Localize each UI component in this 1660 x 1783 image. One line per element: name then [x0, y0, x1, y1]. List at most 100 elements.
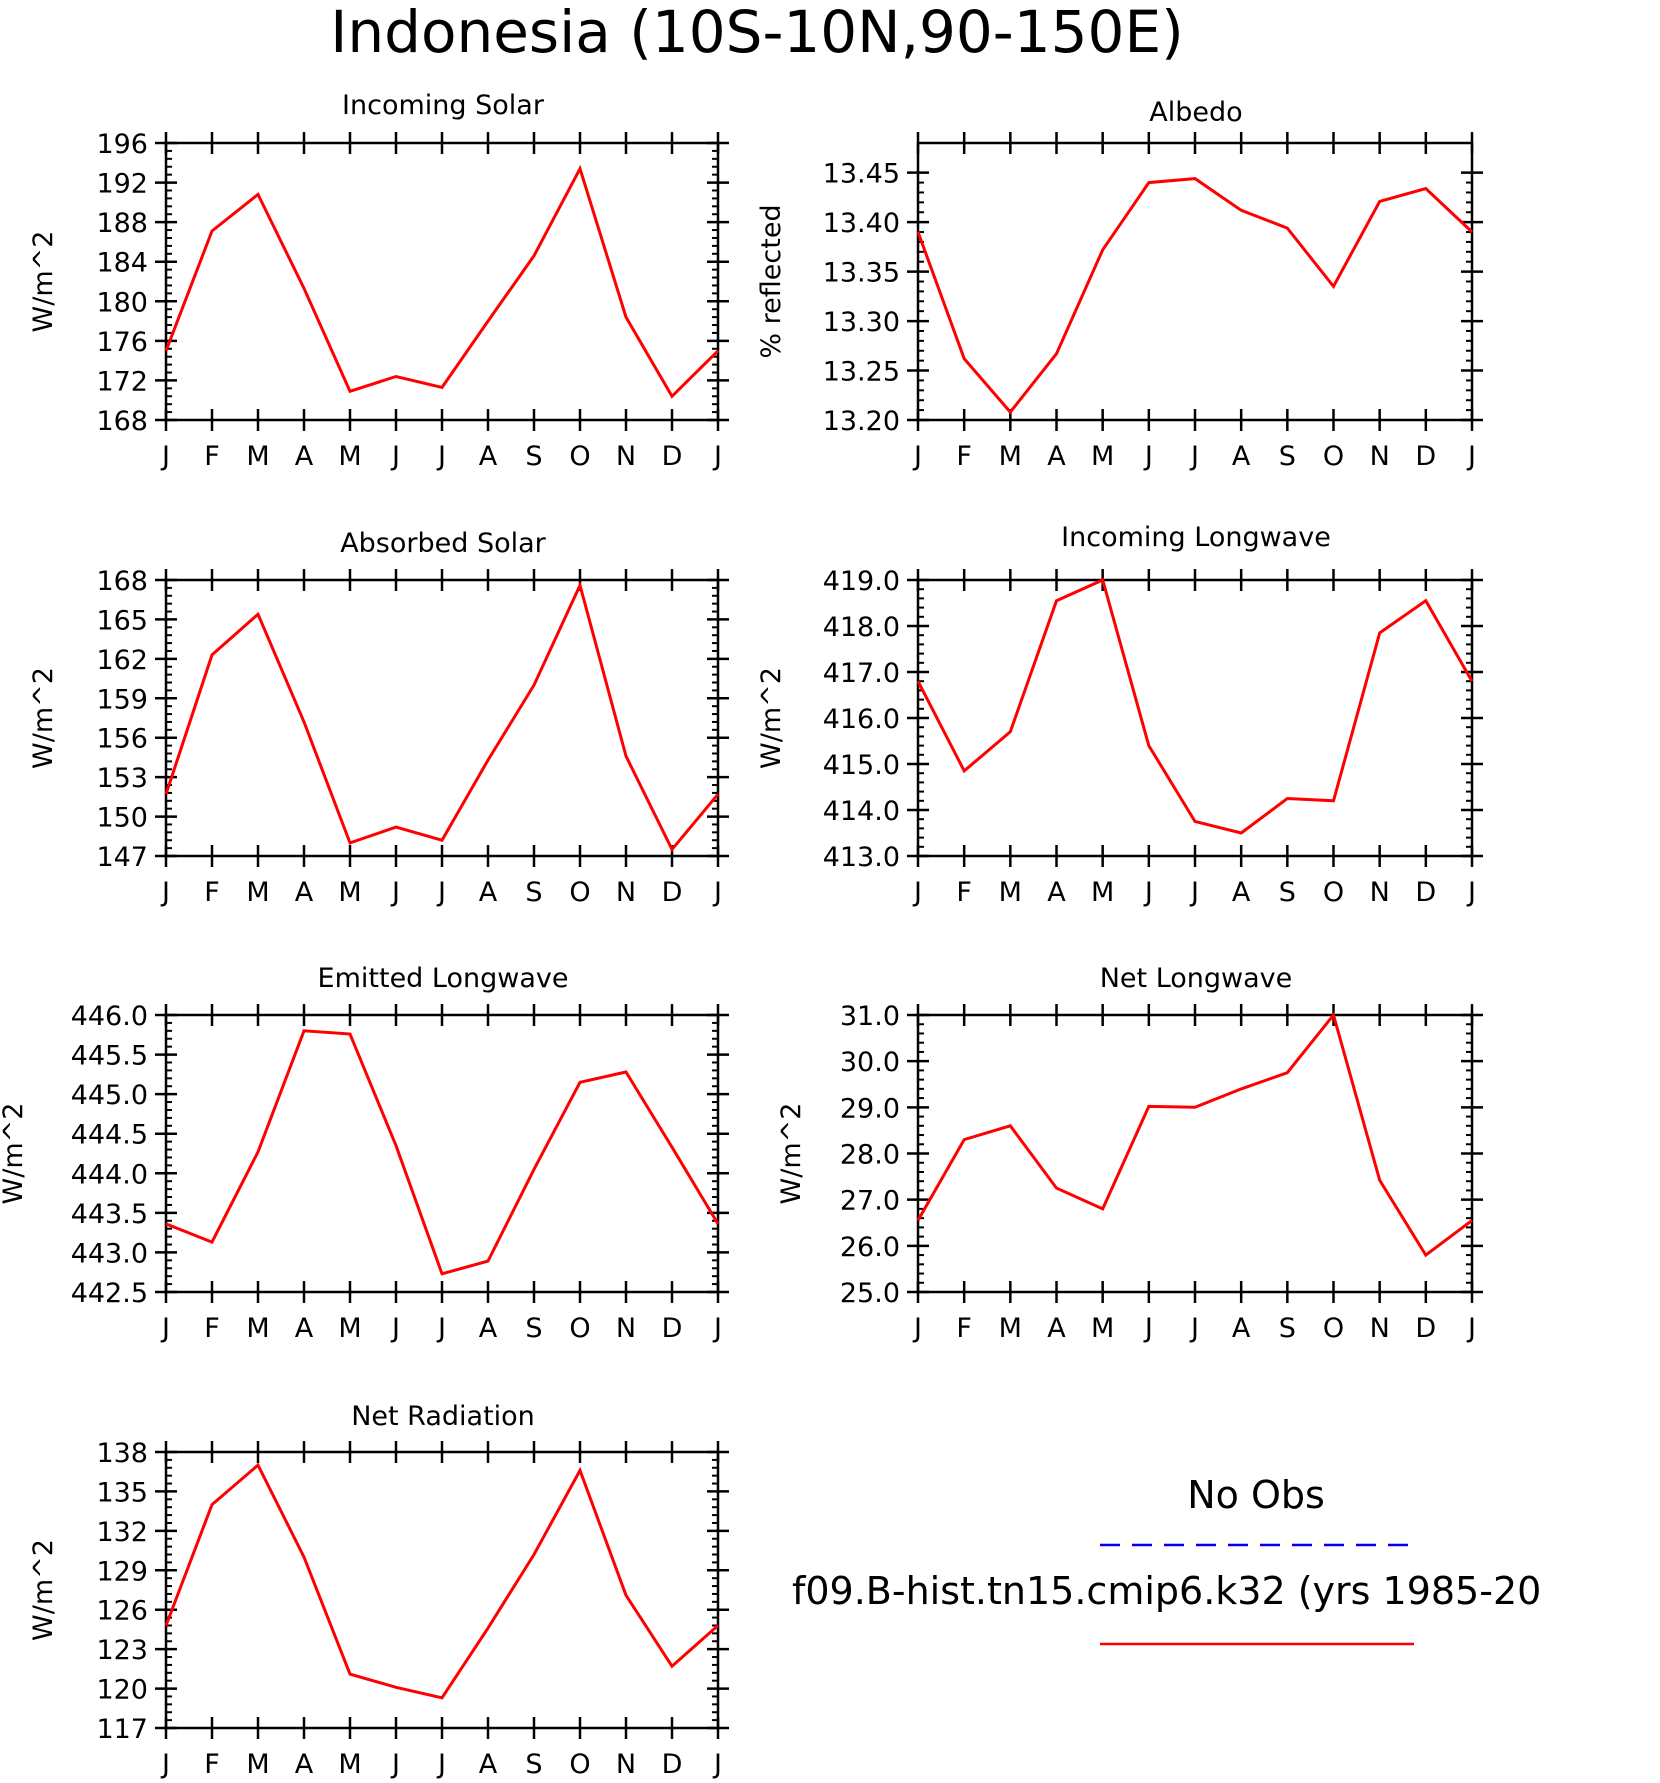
y-tick-label: 126 — [96, 1596, 148, 1627]
y-tick-label: 13.40 — [823, 208, 900, 239]
x-tick-label: F — [204, 441, 220, 472]
x-tick-label: O — [1323, 1313, 1344, 1344]
chart-incoming-solar: J F M A M J J A S O N D J168172176180184188192196Inc… — [28, 90, 729, 472]
y-tick-label: 26.0 — [840, 1232, 900, 1263]
y-tick-label: 188 — [96, 208, 148, 239]
y-tick-label: 168 — [96, 566, 148, 597]
x-tick-label: O — [1323, 877, 1344, 908]
x-tick-label: J — [436, 1749, 446, 1780]
x-tick-label: J — [712, 877, 722, 908]
x-tick-label: F — [956, 877, 972, 908]
y-tick-label: 184 — [96, 248, 148, 279]
x-tick-label: D — [1415, 877, 1436, 908]
x-tick-label: J — [436, 1313, 446, 1344]
x-tick-label: M — [246, 1313, 269, 1344]
chart-panels: J F M A M J J A S O N D J168172176180184188192196Inc… — [0, 90, 1483, 1780]
x-tick-label: N — [1370, 441, 1390, 472]
legend: No Obs f09.B-hist.tn15.cmip6.k32 (yrs 19… — [792, 1473, 1541, 1646]
y-tick-label: 413.0 — [823, 842, 900, 873]
y-tick-label: 13.25 — [823, 357, 900, 388]
y-tick-label: 419.0 — [823, 566, 900, 597]
y-tick-label: 445.0 — [71, 1080, 148, 1111]
chart-emitted-longwave: J F M A M J J A S O N D J442.5443.0443.5444.0444.544… — [0, 963, 729, 1344]
y-tick-label: 123 — [96, 1635, 148, 1666]
y-tick-label: 414.0 — [823, 796, 900, 827]
x-tick-label: M — [338, 1749, 361, 1780]
x-tick-label: D — [1415, 1313, 1436, 1344]
y-tick-label: 417.0 — [823, 658, 900, 689]
series-line — [165, 1029, 720, 1276]
x-tick-label: A — [295, 441, 314, 472]
plot-frame — [916, 578, 1474, 858]
x-tick-label: J — [1466, 1313, 1476, 1344]
x-tick-label: N — [1370, 877, 1390, 908]
x-tick-label: A — [295, 877, 314, 908]
x-tick-label: M — [999, 1313, 1022, 1344]
x-tick-label: M — [338, 441, 361, 472]
x-tick-label: J — [436, 877, 446, 908]
y-tick-label: 196 — [96, 129, 148, 160]
y-tick-label: 442.5 — [71, 1278, 148, 1309]
x-tick-label: M — [999, 441, 1022, 472]
y-tick-label: 135 — [96, 1477, 148, 1508]
x-tick-label: J — [912, 441, 922, 472]
y-tick-label: 30.0 — [840, 1047, 900, 1078]
series-line — [164, 1462, 719, 1700]
y-tick-label: 147 — [96, 842, 148, 873]
x-tick-label: A — [479, 1313, 498, 1344]
x-tick-label: M — [999, 877, 1022, 908]
x-tick-label: J — [712, 1313, 722, 1344]
y-tick-label: 120 — [96, 1675, 148, 1706]
x-tick-label: O — [569, 441, 590, 472]
x-tick-label: J — [712, 441, 722, 472]
x-tick-label: M — [246, 1749, 269, 1780]
series-line — [916, 177, 1474, 415]
chart-albedo: J F M A M J J A S O N D J13.2013.2513.3013.3513.4013… — [756, 97, 1483, 472]
x-tick-label: N — [616, 1749, 636, 1780]
x-tick-label: S — [1279, 1313, 1296, 1344]
x-tick-label: M — [246, 877, 269, 908]
x-tick-label: J — [160, 1749, 170, 1780]
x-tick-label: D — [1415, 441, 1436, 472]
x-tick-label: A — [1232, 1313, 1251, 1344]
x-tick-label: J — [1143, 1313, 1153, 1344]
y-tick-label: 31.0 — [840, 1001, 900, 1032]
x-tick-label: M — [246, 441, 269, 472]
y-tick-label: 25.0 — [840, 1278, 900, 1309]
x-tick-label: A — [1047, 877, 1066, 908]
x-tick-label: S — [525, 1313, 542, 1344]
series-line — [916, 577, 1474, 835]
x-tick-label: J — [912, 877, 922, 908]
y-axis-label: W/m^2 — [28, 231, 59, 333]
y-tick-label: 150 — [96, 803, 148, 834]
x-tick-label: D — [662, 441, 683, 472]
x-tick-label: J — [436, 441, 446, 472]
x-tick-label: J — [160, 441, 170, 472]
x-tick-label: M — [1091, 877, 1114, 908]
chart-incoming-longwave: J F M A M J J A S O N D J413.0414.0415.0416.0417.041… — [756, 522, 1483, 908]
x-tick-label: J — [712, 1749, 722, 1780]
x-tick-label: J — [1143, 441, 1153, 472]
y-tick-label: 165 — [96, 605, 148, 636]
figure-title: Indonesia (10S-10N,90-150E) — [330, 0, 1183, 66]
y-tick-label: 162 — [96, 645, 148, 676]
y-tick-label: 168 — [96, 406, 148, 437]
x-tick-label: S — [525, 441, 542, 472]
x-tick-label: J — [390, 877, 400, 908]
chart-net-longwave: J F M A M J J A S O N D J25.026.027.028.029.030.031.… — [776, 963, 1483, 1344]
x-tick-label: J — [390, 1749, 400, 1780]
x-tick-label: D — [662, 1749, 683, 1780]
x-tick-label: J — [1189, 1313, 1199, 1344]
y-tick-label: 27.0 — [840, 1186, 900, 1217]
x-tick-label: N — [616, 877, 636, 908]
y-tick-label: 129 — [96, 1556, 148, 1587]
x-tick-label: J — [1189, 877, 1199, 908]
x-tick-label: D — [662, 877, 683, 908]
x-tick-label: N — [616, 441, 636, 472]
plot-frame — [164, 141, 720, 422]
plot-frame — [916, 141, 1474, 422]
y-tick-label: 132 — [96, 1517, 148, 1548]
x-tick-label: A — [479, 441, 498, 472]
panel-title: Incoming Longwave — [1061, 522, 1331, 553]
x-tick-label: J — [390, 441, 400, 472]
